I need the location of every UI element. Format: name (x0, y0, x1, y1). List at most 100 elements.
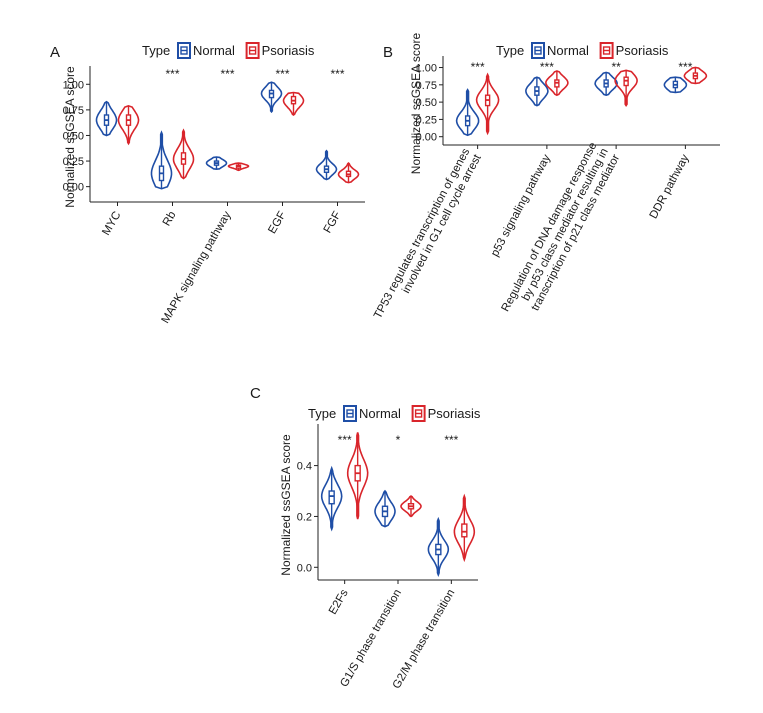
x-tick-label-line: Rb (161, 210, 179, 229)
significance-label: *** (678, 60, 692, 74)
y-axis-title: Normalized ssGSEA score (63, 66, 77, 208)
violin-normal (315, 149, 338, 181)
panel-label: B (383, 44, 393, 61)
significance-label: *** (338, 433, 352, 447)
legend-key-psoriasis (599, 42, 614, 59)
violin-body (525, 76, 549, 107)
significance-label: ** (611, 60, 621, 74)
legend-key-normal (343, 405, 357, 422)
significance-label: *** (444, 433, 458, 447)
legend-label: Psoriasis (262, 43, 315, 58)
violin-psoriasis (172, 128, 195, 180)
panel-label: C (250, 385, 261, 402)
panel-label: A (50, 44, 60, 61)
legend-title: Type (496, 43, 524, 58)
violin-body (663, 76, 688, 94)
violin-body (374, 489, 396, 528)
y-tick-label: 1.00 (416, 63, 437, 75)
x-tick-label-line: EGF (266, 210, 288, 236)
x-tick-label: Regulation of DNA damage responseby p53 … (500, 140, 623, 326)
violin-body (227, 162, 250, 172)
y-tick-label: 0.50 (63, 130, 84, 142)
significance-label: *** (165, 67, 179, 81)
legend-key-psoriasis (411, 405, 426, 422)
significance-label: * (396, 433, 401, 447)
y-tick-label: 0.50 (416, 97, 437, 109)
y-tick-label: 0.4 (297, 461, 312, 473)
panel-c: C Normalized ssGSEA score 0.0 0.2 0.4 Type Nor… (250, 385, 481, 691)
x-tick-label-line: G2/M phase transition (391, 588, 458, 691)
significance-label: *** (220, 67, 234, 81)
violin-normal (205, 156, 228, 171)
violin-normal (525, 76, 549, 107)
legend-swatch (343, 405, 357, 422)
violin-normal (455, 88, 480, 137)
violin-box (328, 490, 335, 505)
x-tick-label: Rb (161, 210, 179, 229)
x-tick-label: G2/M phase transition (391, 588, 458, 691)
y-tick-label: 0.25 (416, 114, 437, 126)
x-tick-label: MYC (100, 210, 123, 238)
violin-psoriasis (346, 432, 369, 520)
legend-label: Normal (193, 43, 235, 58)
violin-body (260, 81, 283, 114)
legend-key-normal (177, 42, 191, 59)
violin-body (320, 465, 343, 532)
y-tick-label: 1.00 (63, 79, 84, 91)
y-tick-label: 0.75 (63, 105, 84, 117)
violin-psoriasis (400, 495, 422, 518)
x-tick-label-line: FGF (322, 210, 344, 236)
y-axis-title: Normalized ssGSEA score (279, 434, 293, 576)
violin-normal (320, 465, 343, 532)
legend-key-psoriasis (245, 42, 260, 59)
violin-body (315, 149, 338, 181)
significance-label: *** (275, 67, 289, 81)
y-tick-label: 0.75 (416, 80, 437, 92)
violin-body (400, 495, 422, 518)
legend-swatch (531, 42, 545, 59)
violin-box (461, 523, 468, 538)
legend: Type Normal Psoriasis (496, 42, 669, 59)
legend-label: Normal (547, 43, 589, 58)
x-tick-label: TP53 regulates transcription of genesinv… (372, 146, 484, 327)
legend-title: Type (308, 406, 336, 421)
violin-psoriasis (117, 104, 140, 146)
violin-normal (374, 489, 396, 528)
violin-psoriasis (614, 69, 638, 108)
significance-label: *** (330, 67, 344, 81)
legend-label: Normal (359, 406, 401, 421)
violin-psoriasis (545, 70, 569, 97)
legend-swatch (599, 42, 614, 59)
y-tick-label: 0.25 (63, 156, 84, 168)
x-tick-label-line: G1/S phase transition (338, 588, 404, 690)
x-tick-label: DDR pathway (648, 152, 692, 220)
legend: Type Normal Psoriasis (308, 405, 481, 422)
significance-label: *** (540, 60, 554, 74)
violin-normal (594, 71, 618, 97)
violin-body (172, 128, 195, 180)
violin-body (346, 432, 369, 520)
y-axis-title: Normalized ssGSEA score (409, 32, 423, 174)
violin-psoriasis (227, 162, 250, 172)
x-tick-label-line: E2Fs (327, 587, 351, 616)
y-tick-label: 0.00 (63, 182, 84, 194)
violin-psoriasis (337, 162, 360, 184)
significance-label: *** (471, 60, 485, 74)
legend-label: Psoriasis (428, 406, 481, 421)
violin-normal (427, 516, 450, 578)
violin-body (683, 66, 708, 85)
violin-normal (95, 100, 118, 137)
violin-normal (260, 81, 283, 114)
violin-psoriasis (683, 66, 708, 85)
y-tick-label: 0.2 (297, 511, 312, 523)
legend-swatch (177, 42, 191, 59)
violin-psoriasis (453, 493, 476, 563)
violin-psoriasis (475, 72, 500, 136)
x-tick-label: EGF (266, 210, 288, 236)
y-tick-label: 0.00 (416, 132, 437, 144)
violin-normal (663, 76, 688, 94)
violin-normal (150, 130, 173, 190)
